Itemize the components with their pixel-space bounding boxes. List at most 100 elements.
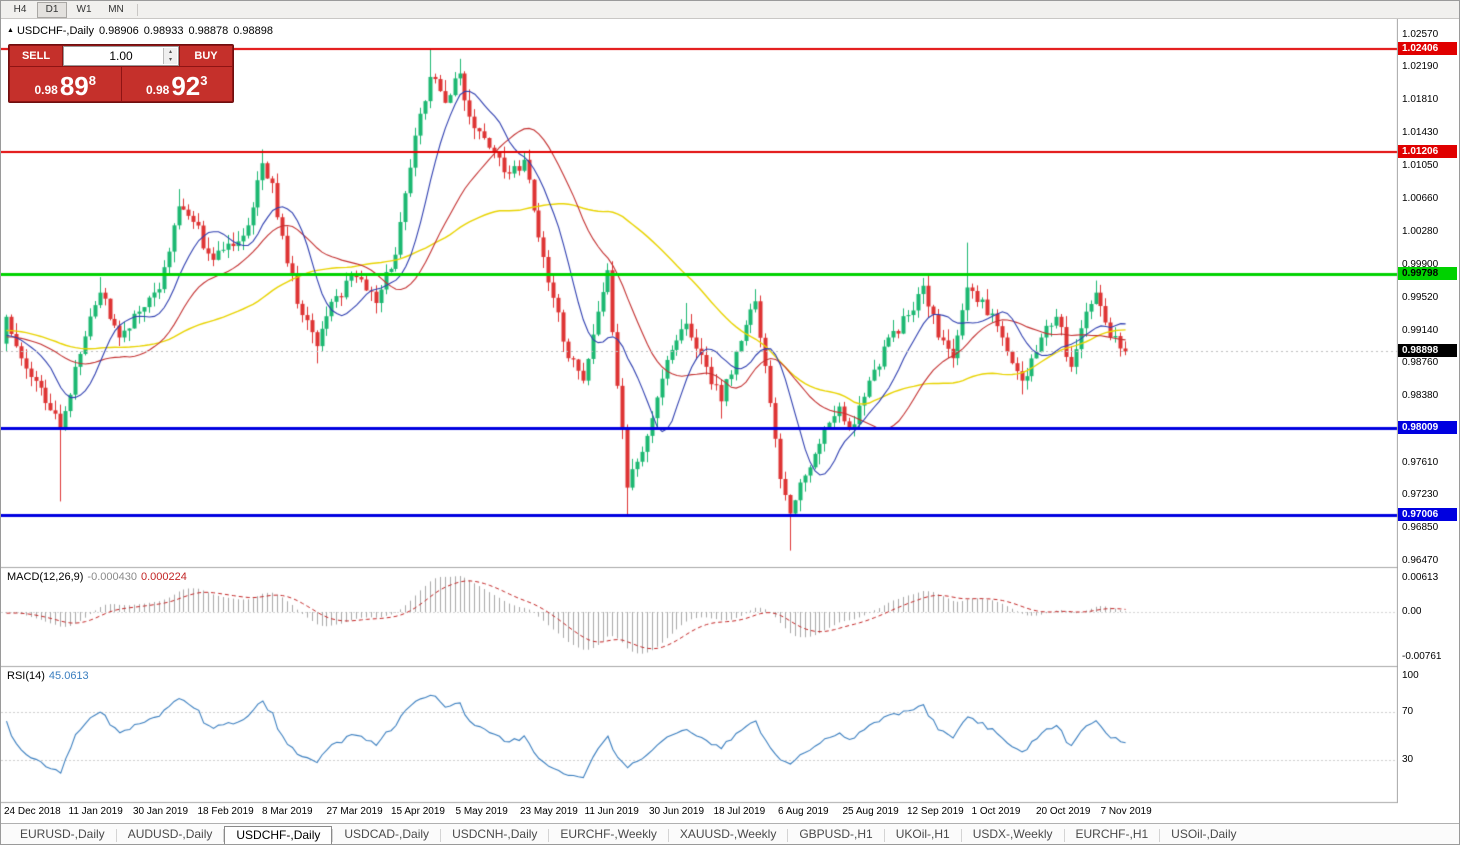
sell-price-display[interactable]: 0.98 89 8 bbox=[10, 67, 121, 101]
timeframe-button-h4[interactable]: H4 bbox=[13, 3, 27, 15]
chart-tab-usdcad-daily[interactable]: USDCAD-,Daily bbox=[344, 826, 430, 841]
sell-price-pips: 89 bbox=[59, 71, 89, 101]
price-tick: 1.01050 bbox=[1402, 159, 1439, 171]
macd-signal-value: 0.000224 bbox=[140, 571, 187, 583]
date-label: 23 May 2019 bbox=[520, 806, 578, 817]
price-tick: 0.99140 bbox=[1402, 324, 1439, 336]
ohlc-open: 0.98906 bbox=[98, 25, 139, 37]
chart-tab-usdcnh-daily[interactable]: USDCNH-,Daily bbox=[452, 826, 538, 841]
chart-tab-usdchf-daily[interactable]: USDCHF-,Daily bbox=[224, 825, 333, 844]
tab-separator bbox=[115, 828, 117, 842]
chart-tab-eurusd-daily[interactable]: EURUSD-,Daily bbox=[20, 826, 105, 841]
rsi-axis-label: 70 bbox=[1402, 706, 1414, 717]
chart-title: ▲ USDCHF-,Daily 0.98906 0.98933 0.98878 0.988… bbox=[7, 25, 278, 37]
date-axis: 24 Dec 2018 11 Jan 2019 30 Jan 2019 18 Feb … bbox=[1, 803, 1397, 822]
price-tick: 0.98380 bbox=[1402, 390, 1439, 402]
price-tick: 0.97610 bbox=[1402, 456, 1439, 468]
ohlc-close: 0.98898 bbox=[233, 25, 273, 37]
date-label: 6 Aug 2019 bbox=[778, 806, 829, 817]
rsi-value: 45.0613 bbox=[48, 670, 89, 682]
date-label: 5 May 2019 bbox=[455, 806, 508, 817]
rsi-name: RSI(14) bbox=[7, 670, 45, 682]
toolbar-separator bbox=[137, 3, 138, 16]
tab-separator bbox=[883, 828, 885, 842]
price-tick: 0.99900 bbox=[1402, 259, 1439, 271]
chart-tab-audusd-daily[interactable]: AUDUSD-,Daily bbox=[127, 826, 213, 841]
chart-tab-usoil-daily[interactable]: USOil-,Daily bbox=[1171, 826, 1237, 841]
chart-tab-bar: EURUSD-,Daily AUDUSD-,Daily USDCHF-,Daily U… bbox=[1, 823, 1459, 844]
tab-separator bbox=[1159, 828, 1161, 842]
sell-price-prefix: 0.98 bbox=[34, 83, 58, 97]
tab-separator bbox=[440, 828, 442, 842]
price-tick: 1.02190 bbox=[1402, 61, 1439, 73]
volume-spinner[interactable]: ▴ ▾ bbox=[163, 48, 177, 64]
buy-button[interactable]: BUY bbox=[180, 46, 232, 66]
volume-value: 1.00 bbox=[109, 49, 133, 63]
date-label: 8 Mar 2019 bbox=[262, 806, 313, 817]
chart-tab-gbpusd-h1[interactable]: GBPUSD-,H1 bbox=[799, 826, 873, 841]
support-price-tag: 0.98009 bbox=[1398, 421, 1457, 435]
price-tick: 0.99520 bbox=[1402, 291, 1439, 303]
macd-axis-label: 0.00 bbox=[1402, 606, 1422, 617]
sell-button[interactable]: SELL bbox=[10, 46, 62, 66]
tab-separator bbox=[960, 828, 962, 842]
tab-separator bbox=[787, 828, 789, 842]
spinner-up-icon[interactable]: ▴ bbox=[164, 48, 177, 56]
buy-price-prefix: 0.98 bbox=[145, 83, 170, 97]
buy-price-display[interactable]: 0.98 92 3 bbox=[121, 67, 232, 101]
macd-axis-label: 0.00613 bbox=[1402, 572, 1439, 583]
collapse-triangle-icon[interactable]: ▲ bbox=[7, 27, 14, 34]
chart-tab-usdx-weekly[interactable]: USDX-,Weekly bbox=[972, 826, 1053, 841]
macd-label: MACD(12,26,9) -0.000430 0.000224 bbox=[7, 571, 187, 583]
tab-separator bbox=[1063, 828, 1065, 842]
date-label: 1 Oct 2019 bbox=[971, 806, 1021, 817]
buy-price-pips: 92 bbox=[171, 71, 201, 101]
tab-separator bbox=[548, 828, 550, 842]
volume-input[interactable]: 1.00 ▴ ▾ bbox=[63, 46, 179, 66]
date-label: 15 Apr 2019 bbox=[391, 806, 445, 817]
date-label: 30 Jan 2019 bbox=[133, 806, 189, 817]
date-label: 18 Feb 2019 bbox=[197, 806, 254, 817]
resistance-price-tag: 0.99798 bbox=[1398, 266, 1457, 280]
macd-name: MACD(12,26,9) bbox=[7, 571, 84, 583]
spinner-down-icon[interactable]: ▾ bbox=[164, 56, 177, 64]
chart-tab-eurchf-h1[interactable]: EURCHF-,H1 bbox=[1075, 826, 1149, 841]
timeframe-button-w1[interactable]: W1 bbox=[76, 3, 92, 15]
date-label: 18 Jul 2019 bbox=[713, 806, 766, 817]
date-label: 11 Jan 2019 bbox=[68, 806, 123, 817]
date-label: 20 Oct 2019 bbox=[1036, 806, 1091, 817]
tab-separator bbox=[332, 828, 334, 842]
timeframe-button-mn[interactable]: MN bbox=[108, 3, 124, 15]
tab-separator bbox=[667, 828, 669, 842]
date-label: 30 Jun 2019 bbox=[649, 806, 705, 817]
sell-price-pipette: 8 bbox=[88, 73, 96, 88]
macd-axis-label: -0.00761 bbox=[1402, 651, 1442, 662]
rsi-axis-label: 30 bbox=[1402, 754, 1414, 765]
price-tick: 1.00660 bbox=[1402, 193, 1439, 205]
rsi-label: RSI(14) 45.0613 bbox=[7, 670, 89, 682]
chart-tab-xauusd-weekly[interactable]: XAUUSD-,Weekly bbox=[679, 826, 777, 841]
price-tick: 0.97230 bbox=[1402, 489, 1439, 501]
support-price-tag: 0.97006 bbox=[1398, 507, 1457, 521]
resistance-price-tag: 1.01206 bbox=[1398, 145, 1457, 159]
price-tick: 1.02570 bbox=[1402, 28, 1439, 40]
resistance-price-tag: 1.02406 bbox=[1398, 41, 1457, 55]
price-tick: 0.96850 bbox=[1402, 522, 1439, 534]
price-tick: 1.00280 bbox=[1402, 226, 1439, 238]
timeframe-toolbar: H4 D1 W1 MN bbox=[1, 1, 1459, 19]
price-axis: 1.02570 1.02190 1.01810 1.01430 1.01050 1.006… bbox=[1398, 19, 1459, 822]
price-tick: 0.96470 bbox=[1402, 554, 1439, 566]
chart-tab-eurchf-weekly[interactable]: EURCHF-,Weekly bbox=[560, 826, 657, 841]
chart-tab-ukoil-h1[interactable]: UKOil-,H1 bbox=[895, 826, 950, 841]
tab-separator bbox=[223, 828, 225, 842]
date-label: 24 Dec 2018 bbox=[4, 806, 61, 817]
date-label: 27 Mar 2019 bbox=[326, 806, 383, 817]
timeframe-button-d1[interactable]: D1 bbox=[37, 1, 67, 18]
price-tick: 1.01430 bbox=[1402, 127, 1439, 139]
current-price-tag: 0.98898 bbox=[1398, 344, 1457, 358]
date-label: 12 Sep 2019 bbox=[907, 806, 964, 817]
date-label: 11 Jun 2019 bbox=[584, 806, 639, 817]
buy-price-pipette: 3 bbox=[200, 73, 208, 88]
